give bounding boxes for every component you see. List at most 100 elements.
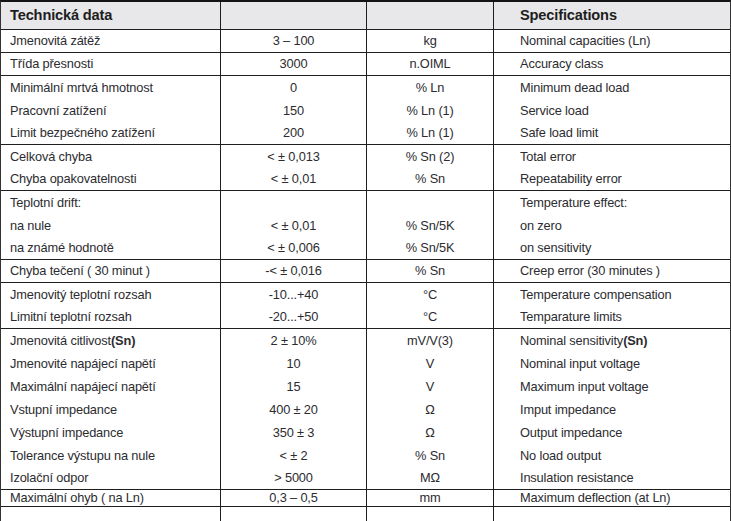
table-row: Jmenovitá citlivost (Sn)2 ± 10%mV/V(3)No… xyxy=(1,329,730,352)
row-spec: on sensitivity xyxy=(493,237,730,259)
row-spec: Repeatability error xyxy=(493,168,730,190)
row-label: Vstupní impedance xyxy=(1,398,220,421)
row-label: Tolerance výstupu na nule xyxy=(1,444,220,467)
row-unit-text: % Sn/5K xyxy=(406,241,455,254)
row-value xyxy=(220,191,366,214)
row-label-text: na známé hodnotě xyxy=(10,241,114,254)
row-label-text: na nule xyxy=(10,219,51,232)
row-spec: Insulation resistance xyxy=(493,467,730,489)
row-label: Třída přesnosti xyxy=(1,53,220,75)
row-label: Chyba tečení ( 30 minut ) xyxy=(1,260,220,282)
row-value-text: < ± 0,01 xyxy=(271,172,316,185)
row-value: 2 ± 10% xyxy=(220,329,366,352)
row-spec-bold-text: (Sn) xyxy=(623,334,647,347)
row-value-text: 400 ± 20 xyxy=(269,403,318,416)
table-row: Tolerance výstupu na nule< ± 2% SnNo loa… xyxy=(1,444,730,467)
row-label-text: Vstupní impedance xyxy=(10,403,117,416)
row-value-text: < ± 0,006 xyxy=(267,241,319,254)
row-label-text: Chyba opakovatelnosti xyxy=(10,172,136,185)
row-label: Maximální ohyb ( na Ln) xyxy=(1,490,220,506)
row-value: < ± 0,01 xyxy=(220,168,366,190)
specification-table: Technická data Specifications Jmenovitá … xyxy=(0,0,731,521)
row-spec: Nominal input voltage xyxy=(493,352,730,375)
row-unit: °C xyxy=(366,306,493,328)
table-header-row: Technická data Specifications xyxy=(1,2,730,30)
row-unit: % Sn (2) xyxy=(366,145,493,168)
row-label-text: Maximální ohyb ( na Ln) xyxy=(10,491,144,504)
row-value: 15 xyxy=(220,375,366,398)
row-unit: % Sn xyxy=(366,444,493,467)
row-value-text: 15 xyxy=(287,380,301,393)
row-spec-text: Service load xyxy=(520,104,589,117)
row-value-text: 150 xyxy=(283,104,304,117)
row-unit-text: kg xyxy=(423,34,436,47)
row-value: 200 xyxy=(220,122,366,144)
row-spec-text: Repeatability error xyxy=(520,172,622,185)
row-spec-text: Insulation resistance xyxy=(520,471,634,484)
row-value-text: 2 ± 10% xyxy=(271,334,317,347)
row-value-text: -10...+40 xyxy=(269,288,319,301)
row-unit: % Sn xyxy=(366,168,493,190)
row-unit-text: % Sn xyxy=(415,172,445,185)
table-row: Izolační odpor> 5000MΩInsulation resista… xyxy=(1,467,730,490)
row-label-text: Maximální napájecí napětí xyxy=(10,380,156,393)
row-spec-text: Total error xyxy=(520,150,576,163)
row-value: 10 xyxy=(220,352,366,375)
table-row: Limitní teplotní rozsah-20...+50°CTempar… xyxy=(1,306,730,329)
stub-cell xyxy=(1,507,220,521)
row-value-text: 0 xyxy=(290,81,297,94)
row-spec-text: Maximum deflection (at Ln) xyxy=(520,491,670,504)
row-unit-text: V xyxy=(426,380,434,393)
row-label: Limit bezpečného zatížení xyxy=(1,122,220,144)
header-technicka-data: Technická data xyxy=(1,2,220,29)
row-label: Pracovní zatížení xyxy=(1,99,220,122)
row-spec: on zero xyxy=(493,214,730,237)
row-unit-text: n.OIML xyxy=(409,57,450,70)
row-label-text: Minimální mrtvá hmotnost xyxy=(10,81,153,94)
row-spec: Temperature compensation xyxy=(493,283,730,306)
row-unit: % Ln (1) xyxy=(366,122,493,144)
row-label-text: Pracovní zatížení xyxy=(10,104,106,117)
row-label-text: Celková chyba xyxy=(10,150,92,163)
row-label: Teplotní drift: xyxy=(1,191,220,214)
stub-cell xyxy=(366,507,493,521)
row-label: Jmenovitá zátěž xyxy=(1,30,220,52)
row-value: 0,3 – 0,5 xyxy=(220,490,366,506)
row-unit-text: Ω xyxy=(425,403,434,416)
row-label-text: Limit bezpečného zatížení xyxy=(10,126,155,139)
row-spec: Accuracy class xyxy=(493,53,730,75)
table-row: Teplotní drift:Temperature effect: xyxy=(1,191,730,214)
row-label: Izolační odpor xyxy=(1,467,220,489)
row-spec: Maximum deflection (at Ln) xyxy=(493,490,730,506)
row-value: < ± 2 xyxy=(220,444,366,467)
row-unit-text: mm xyxy=(419,491,440,504)
row-value: -20...+50 xyxy=(220,306,366,328)
row-label: Chyba opakovatelnosti xyxy=(1,168,220,190)
row-unit-text: % Ln xyxy=(416,81,445,94)
row-label: Limitní teplotní rozsah xyxy=(1,306,220,328)
row-spec-text: Nominal capacities (Ln) xyxy=(520,34,650,47)
row-unit: % Ln xyxy=(366,76,493,99)
table-row: Celková chyba < ± 0,013 % Sn (2) Total erro… xyxy=(1,145,730,168)
row-unit-text: °C xyxy=(423,310,437,323)
row-unit: V xyxy=(366,375,493,398)
row-value-text: 200 xyxy=(283,126,304,139)
row-label-text: Limitní teplotní rozsah xyxy=(10,310,132,323)
row-label-text: Jmenovitá citlivost xyxy=(10,334,111,347)
row-spec: Imput impedance xyxy=(493,398,730,421)
row-spec: Minimum dead load xyxy=(493,76,730,99)
row-unit-text: % Sn (2) xyxy=(406,150,455,163)
row-unit-text: mV/V(3) xyxy=(407,334,453,347)
row-spec-text: Maximum input voltage xyxy=(520,380,648,393)
row-value: 3000 xyxy=(220,53,366,75)
row-label-text: Jmenovitý teplotní rozsah xyxy=(10,288,151,301)
row-label: Jmenovitá citlivost (Sn) xyxy=(1,329,220,352)
header-units-column xyxy=(366,2,493,29)
row-unit: V xyxy=(366,352,493,375)
row-value-text: 3 – 100 xyxy=(273,34,315,47)
row-label: Celková chyba xyxy=(1,145,220,168)
row-value-text: < ± 0,013 xyxy=(267,150,319,163)
table-row: Minimální mrtvá hmotnost 0 % Ln Minimum dea… xyxy=(1,76,730,99)
row-value-text: 350 ± 3 xyxy=(273,426,315,439)
stub-cell xyxy=(220,507,366,521)
